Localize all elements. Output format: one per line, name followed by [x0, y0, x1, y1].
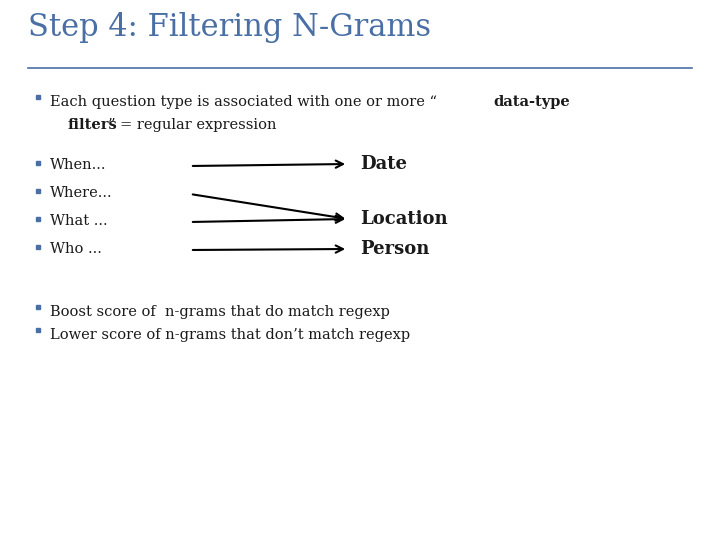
Text: ” = regular expression: ” = regular expression	[108, 118, 276, 132]
Text: Location: Location	[360, 210, 448, 228]
Text: Lower score of n-grams that don’t match regexp: Lower score of n-grams that don’t match …	[50, 328, 410, 342]
Text: Person: Person	[360, 240, 429, 258]
Text: Boost score of  n-grams that do match regexp: Boost score of n-grams that do match reg…	[50, 305, 390, 319]
Text: Who ...: Who ...	[50, 242, 102, 256]
Text: What ...: What ...	[50, 214, 107, 228]
Text: When...: When...	[50, 158, 107, 172]
Text: Date: Date	[360, 155, 407, 173]
Text: filters: filters	[67, 118, 117, 132]
Text: Where...: Where...	[50, 186, 112, 200]
Text: Each question type is associated with one or more “: Each question type is associated with on…	[50, 95, 437, 109]
Text: Step 4: Filtering N-Grams: Step 4: Filtering N-Grams	[28, 12, 431, 43]
Text: data-type: data-type	[493, 95, 570, 109]
